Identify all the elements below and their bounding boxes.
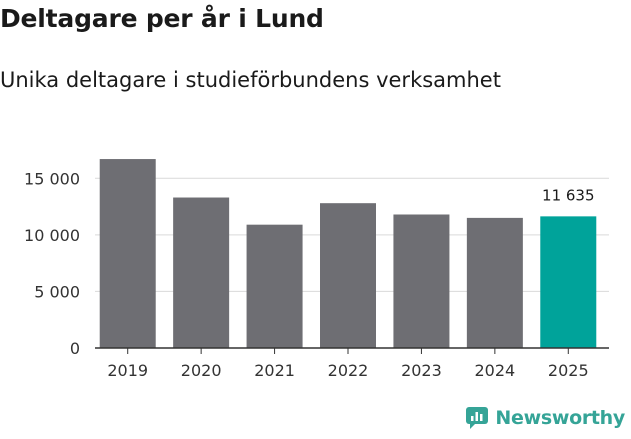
bar (393, 214, 450, 348)
x-tick-label: 2019 (107, 361, 148, 380)
x-tick-label: 2020 (181, 361, 222, 380)
x-tick-label: 2021 (254, 361, 295, 380)
y-tick-label: 15 000 (24, 169, 80, 188)
bar (466, 217, 523, 348)
chart-subtitle: Unika deltagare i studieförbundens verks… (0, 68, 501, 92)
x-tick-label: 2025 (548, 361, 589, 380)
x-tick-label: 2024 (474, 361, 515, 380)
newsworthy-logo-icon (466, 407, 489, 429)
x-tick-label: 2022 (328, 361, 369, 380)
brand-name: Newsworthy (495, 407, 625, 429)
data-label: 11 635 (542, 186, 595, 204)
y-tick-label: 10 000 (24, 226, 80, 245)
bar (99, 159, 156, 348)
x-tick-label: 2023 (401, 361, 442, 380)
y-tick-label: 0 (70, 339, 80, 358)
bar (320, 203, 376, 348)
y-tick-label: 5 000 (34, 282, 80, 301)
bar (246, 224, 303, 348)
chart-title: Deltagare per år i Lund (0, 4, 324, 33)
bar (173, 197, 230, 348)
bar-chart: 0 5 000 10 000 15 000 2019 2020 2021 2022 2023 20… (24, 159, 609, 380)
brand: Newsworthy (465, 406, 625, 430)
bar (540, 216, 597, 348)
